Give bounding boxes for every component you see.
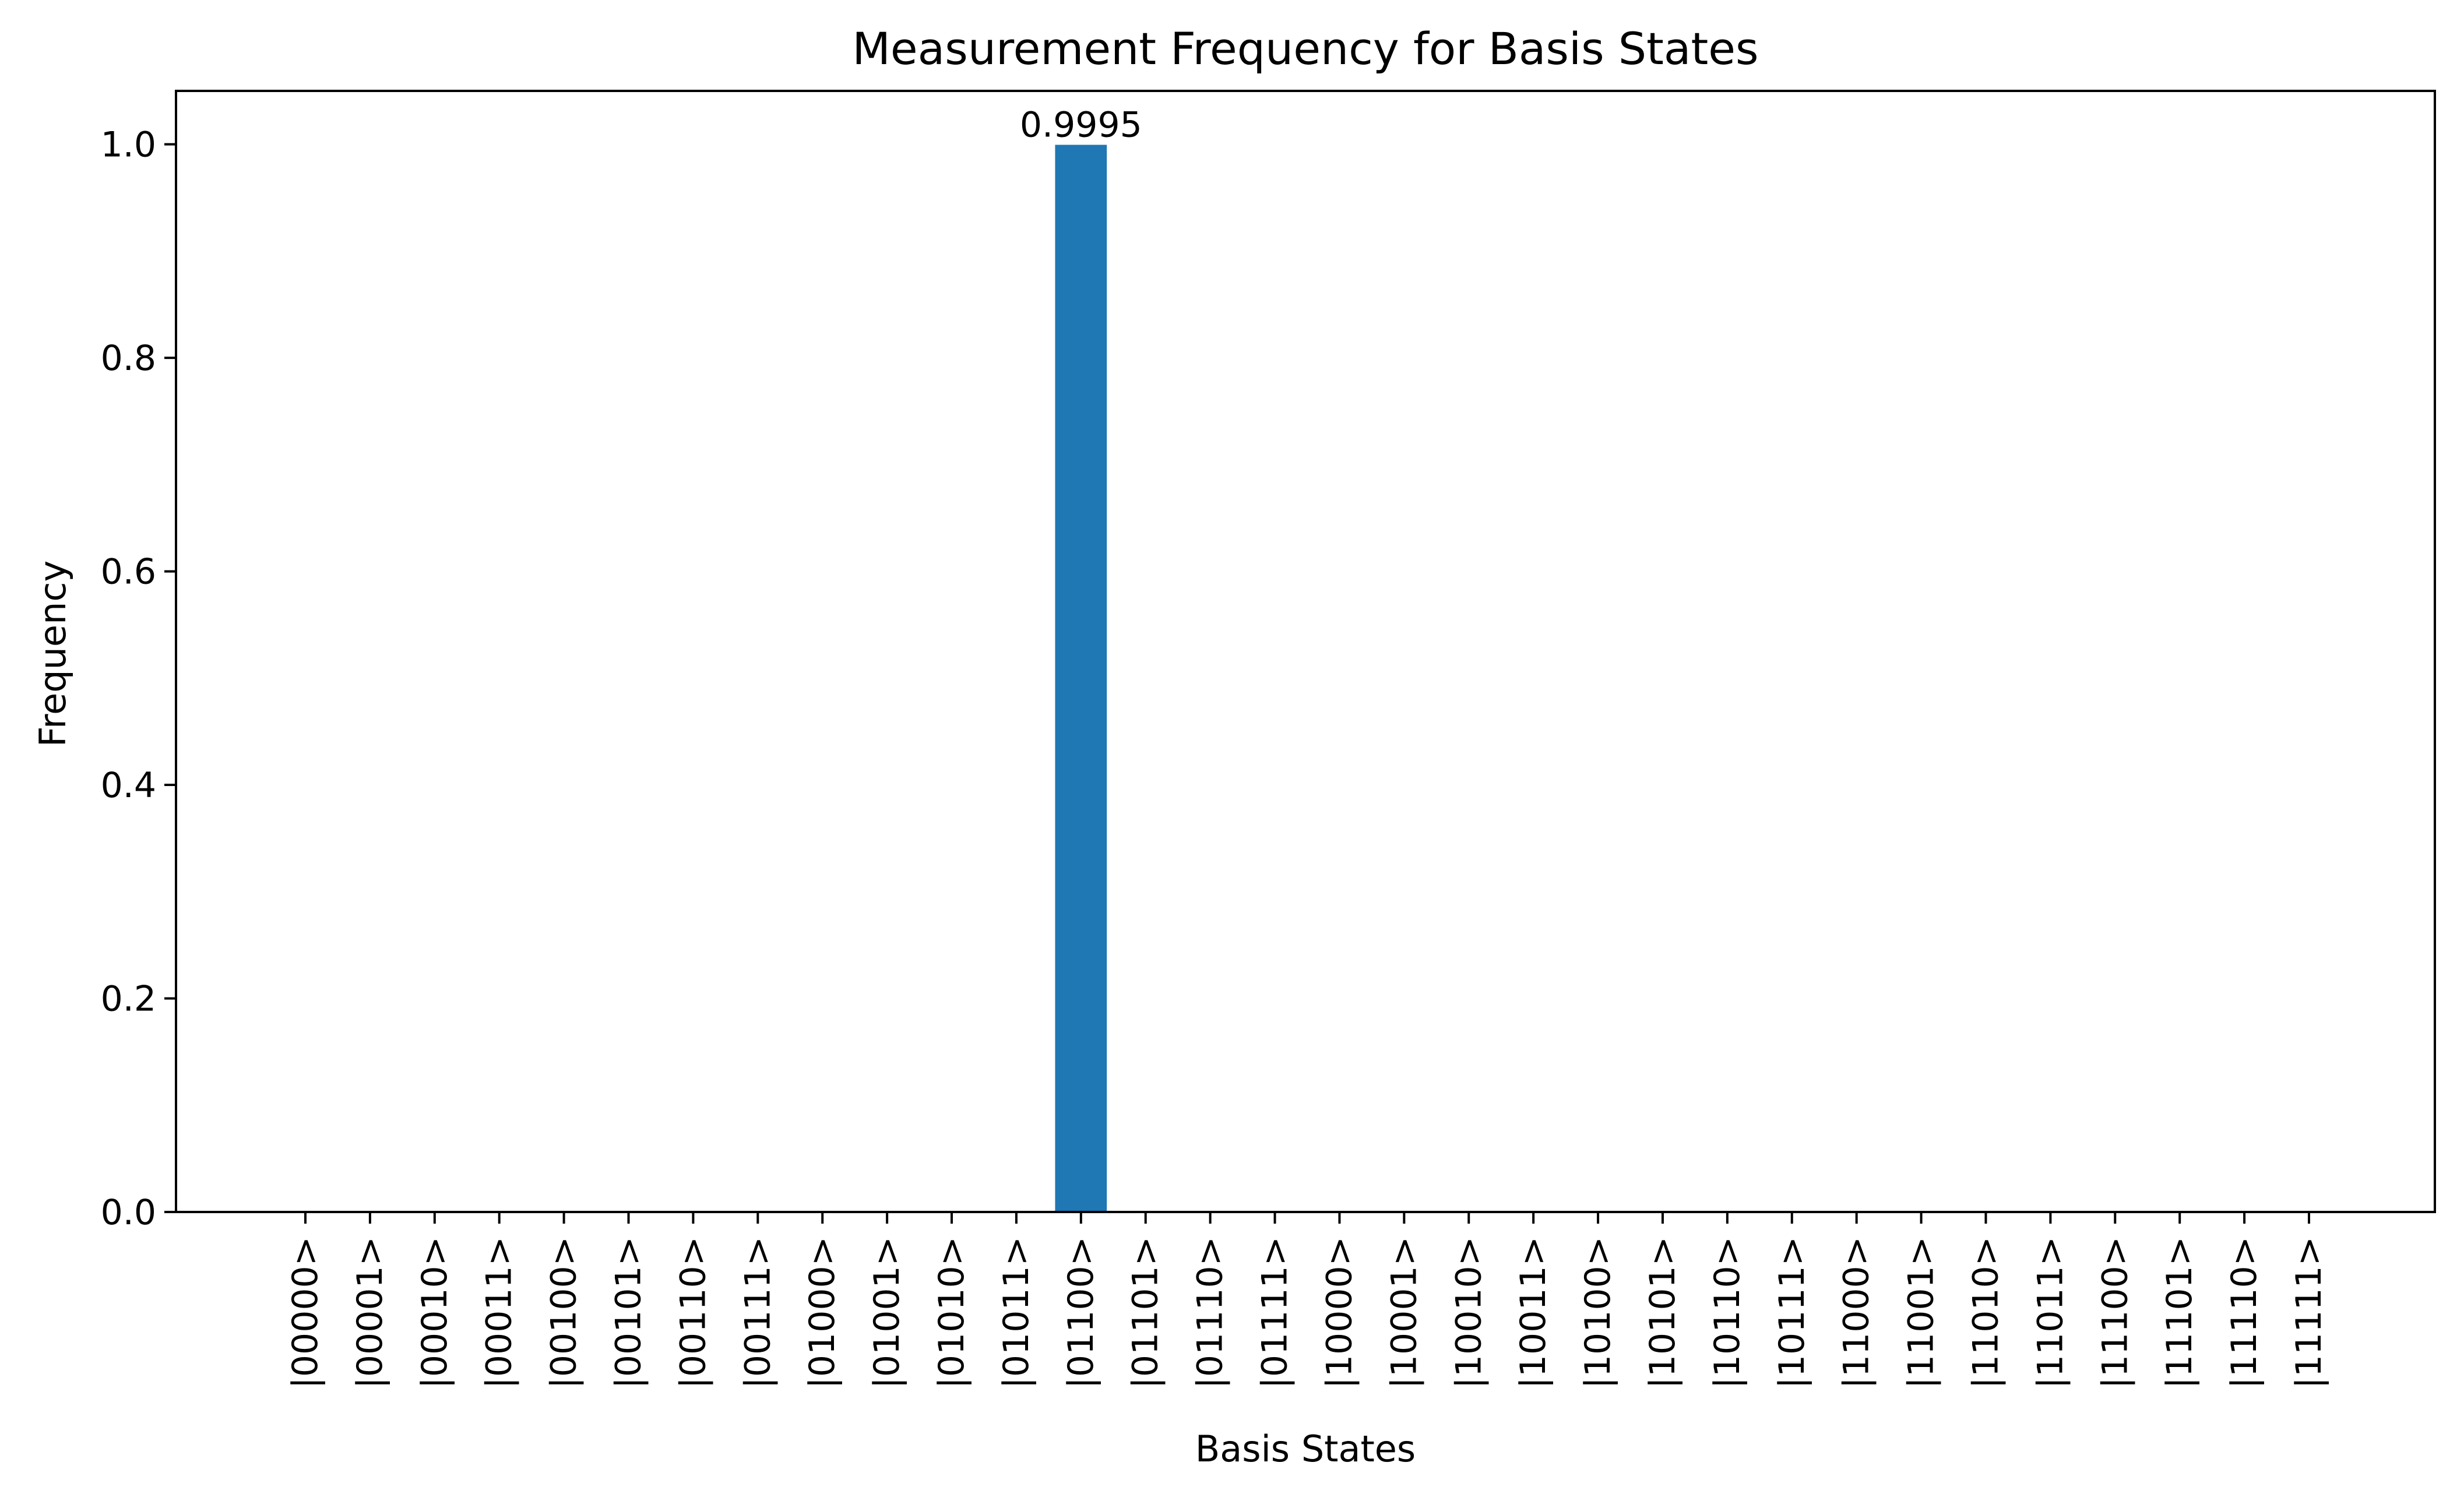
- x-tick-label: |01100>: [1061, 1236, 1101, 1389]
- x-tick-label: |11100>: [2095, 1236, 2135, 1389]
- x-tick-label: |10100>: [1578, 1236, 1618, 1389]
- x-tick-label: |10011>: [1513, 1236, 1554, 1389]
- x-tick-label: |00110>: [673, 1236, 713, 1389]
- x-tick-label: |10000>: [1319, 1236, 1360, 1389]
- bar: [1055, 145, 1107, 1212]
- x-tick-label: |01011>: [996, 1236, 1037, 1389]
- x-tick-label: |00000>: [285, 1236, 326, 1389]
- x-tick-label: |11111>: [2289, 1236, 2329, 1389]
- x-tick-label: |11000>: [1836, 1236, 1877, 1389]
- y-tick-label: 0.2: [101, 979, 156, 1020]
- x-tick-label: |00001>: [350, 1236, 390, 1389]
- data-labels: 0.9995: [1020, 105, 1142, 146]
- x-tick-label: |11001>: [1901, 1236, 1942, 1389]
- x-tick-label: |00010>: [414, 1236, 455, 1389]
- x-tick-label: |11110>: [2224, 1236, 2265, 1389]
- x-tick-label: |00100>: [544, 1236, 585, 1389]
- x-tick-label: |01110>: [1190, 1236, 1231, 1389]
- x-tick-label: |10001>: [1384, 1236, 1424, 1389]
- x-tick-label: |01111>: [1255, 1236, 1296, 1389]
- x-tick-label: |01101>: [1125, 1236, 1166, 1389]
- x-tick-label: |10010>: [1448, 1236, 1489, 1389]
- x-tick-label: |01010>: [931, 1236, 972, 1389]
- x-axis-label: Basis States: [1195, 1428, 1416, 1470]
- x-tick-label: |11010>: [1965, 1236, 2006, 1389]
- data-label: 0.9995: [1020, 105, 1142, 146]
- x-tick-label: |11101>: [2159, 1236, 2200, 1389]
- y-axis-label: Frequency: [31, 561, 74, 747]
- chart-title: Measurement Frequency for Basis States: [852, 23, 1758, 75]
- bar-group: [1055, 145, 1107, 1212]
- x-tick-label: |00111>: [737, 1236, 778, 1389]
- x-tick-label: |11011>: [2030, 1236, 2071, 1389]
- x-tick-label: |01001>: [867, 1236, 907, 1389]
- y-tick-label: 0.6: [101, 552, 156, 593]
- x-tick-label: |10110>: [1707, 1236, 1748, 1389]
- plot-frame: [175, 90, 2436, 1213]
- y-axis-ticks: 0.0 0.2 0.4 0.6 0.8 1.0: [101, 125, 176, 1233]
- x-axis-ticks: |00000> |00001> |00010> |00011> |00100> |0010…: [285, 1212, 2329, 1389]
- x-tick-label: |10101>: [1642, 1236, 1683, 1389]
- x-tick-label: |00011>: [479, 1236, 520, 1389]
- y-tick-label: 0.0: [101, 1192, 156, 1233]
- x-tick-label: |01000>: [802, 1236, 843, 1389]
- x-tick-label: |00101>: [608, 1236, 649, 1389]
- x-tick-label: |10111>: [1772, 1236, 1812, 1389]
- y-tick-label: 0.4: [101, 765, 156, 806]
- y-tick-label: 1.0: [101, 125, 156, 165]
- y-tick-label: 0.8: [101, 338, 156, 379]
